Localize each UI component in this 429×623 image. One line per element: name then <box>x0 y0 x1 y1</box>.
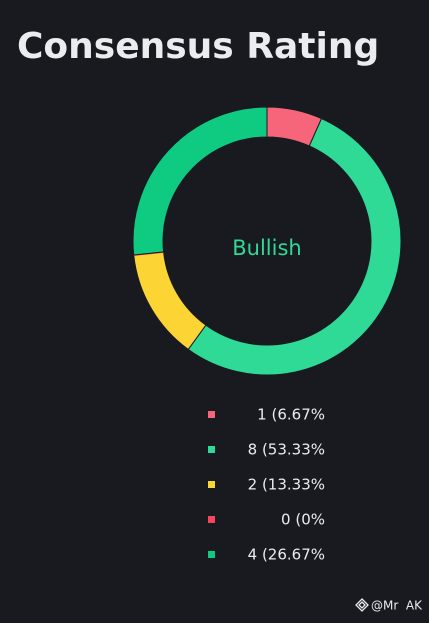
donut-segment <box>132 106 268 256</box>
legend-swatch <box>208 446 215 453</box>
legend-swatch <box>208 516 215 523</box>
watermark-group: @Mr AK <box>355 598 423 613</box>
legend-label: 8 (53.33% <box>248 441 325 459</box>
legend-swatch <box>208 481 215 488</box>
watermark-icon <box>355 598 369 612</box>
legend-label: 2 (13.33% <box>248 476 325 494</box>
legend-label: 1 (6.67% <box>257 406 325 424</box>
title: Consensus Rating <box>17 26 379 67</box>
legend-swatch <box>208 411 215 418</box>
watermark: @Mr AK <box>371 599 423 613</box>
legend-swatch <box>208 551 215 558</box>
donut-segment <box>187 117 402 376</box>
legend-label: 4 (26.67% <box>248 546 325 564</box>
legend-label: 0 (0% <box>281 511 325 529</box>
center-label: Bullish <box>232 236 301 260</box>
